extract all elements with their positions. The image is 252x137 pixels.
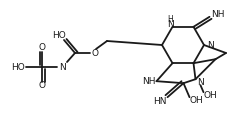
Text: N: N <box>207 41 213 49</box>
Text: HO: HO <box>11 62 25 72</box>
Text: N: N <box>60 62 66 72</box>
Text: OH: OH <box>190 96 203 105</box>
Text: O: O <box>91 48 99 58</box>
Text: H: H <box>168 15 173 24</box>
Text: NH: NH <box>211 10 224 19</box>
Text: HO: HO <box>52 31 66 39</box>
Text: O: O <box>39 82 46 91</box>
Text: NH: NH <box>142 77 155 86</box>
Text: O: O <box>39 44 46 52</box>
Text: OH: OH <box>204 91 217 100</box>
Text: N: N <box>197 78 204 87</box>
Text: HN: HN <box>153 97 166 106</box>
Text: N: N <box>167 20 174 29</box>
